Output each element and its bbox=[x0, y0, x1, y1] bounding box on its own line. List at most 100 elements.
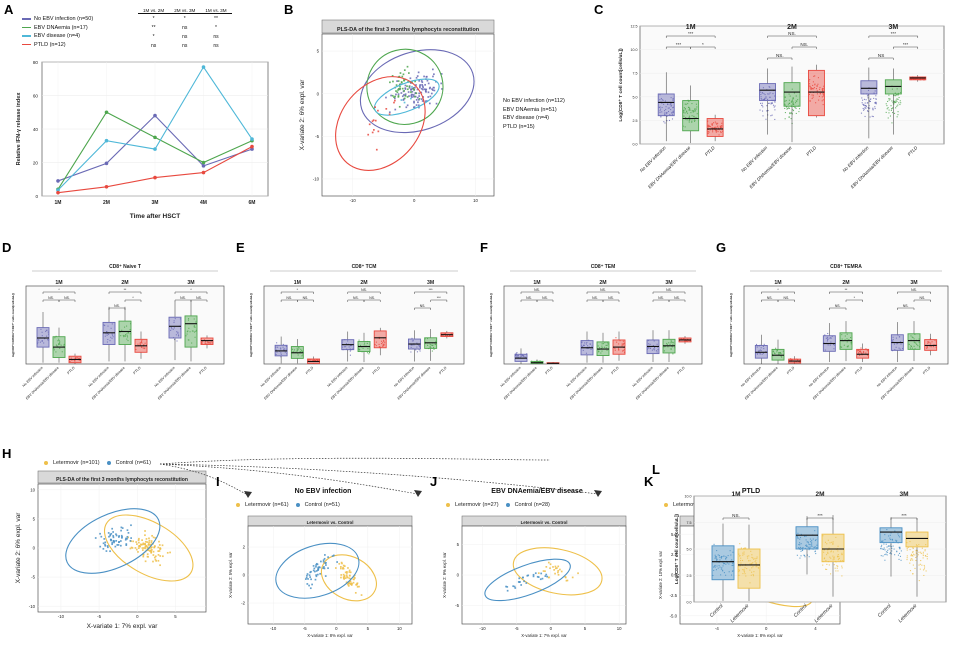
legend-label: Letermovir (n=101) bbox=[53, 460, 100, 466]
svg-text:*: * bbox=[132, 296, 134, 300]
panel-a-significance-table: 1M vs. 2M 2M vs. 3M 1M vs. 3M * * ** ** ns * * ns n… bbox=[138, 8, 232, 51]
legend-label: EBV disease (n=4) bbox=[34, 33, 81, 39]
svg-text:***: *** bbox=[891, 31, 897, 36]
svg-text:-5: -5 bbox=[97, 614, 101, 619]
svg-text:1M: 1M bbox=[731, 491, 740, 498]
svg-text:5: 5 bbox=[457, 542, 460, 547]
svg-text:EBV DNAemia/EBV disease: EBV DNAemia/EBV disease bbox=[25, 366, 60, 401]
svg-text:NS.: NS. bbox=[776, 53, 784, 58]
svg-text:2M: 2M bbox=[360, 280, 367, 286]
panel-h: H Letermovir (n=101) Control (n=61) PLS-D… bbox=[0, 444, 228, 654]
svg-text:-10: -10 bbox=[58, 614, 65, 619]
panel-a: A No EBV infection (n=50) EBV DNAemia (n=… bbox=[0, 0, 280, 232]
svg-text:2.5: 2.5 bbox=[671, 552, 678, 557]
svg-text:NS.: NS. bbox=[48, 296, 54, 300]
panel-h-plot: PLS-DA of the first 3 months lymphocyts … bbox=[15, 470, 207, 630]
svg-text:0: 0 bbox=[765, 626, 768, 631]
svg-text:CD8⁺ Naive T: CD8⁺ Naive T bbox=[109, 264, 141, 270]
svg-text:PTLD: PTLD bbox=[438, 366, 448, 376]
svg-text:1M: 1M bbox=[533, 280, 540, 286]
svg-text:-10: -10 bbox=[350, 198, 357, 203]
svg-text:3M: 3M bbox=[187, 280, 194, 286]
svg-text:0: 0 bbox=[136, 614, 139, 619]
svg-text:0: 0 bbox=[35, 194, 38, 199]
svg-text:NS.: NS. bbox=[732, 513, 740, 518]
legend-swatch-icon bbox=[22, 43, 31, 46]
svg-text:1M: 1M bbox=[55, 200, 62, 206]
legend-label: Control (n=28) bbox=[514, 502, 550, 508]
svg-text:2M: 2M bbox=[815, 491, 824, 498]
legend-item: EBV disease (n=4) bbox=[22, 33, 93, 39]
legend-item: EBV disease (n=4) bbox=[500, 115, 565, 121]
svg-text:5: 5 bbox=[174, 614, 177, 619]
svg-text:Log(CD8⁺ T cell count[cells/uL: Log(CD8⁺ T cell count[cells/uL]) bbox=[618, 48, 624, 122]
panel-f: F CD8⁺ TEM NS. NS. NS. NS. NS. NS. NS. NS. NS. 1M N… bbox=[478, 240, 714, 440]
svg-text:EBV DNAemia/EBV disease: EBV DNAemia/EBV disease bbox=[635, 366, 670, 401]
svg-text:PTLD: PTLD bbox=[676, 366, 686, 376]
svg-text:Time after HSCT: Time after HSCT bbox=[130, 213, 180, 220]
svg-text:Letermovir: Letermovir bbox=[813, 603, 834, 624]
legend-swatch-icon bbox=[22, 18, 31, 20]
svg-text:1M: 1M bbox=[294, 280, 301, 286]
svg-text:***: *** bbox=[429, 288, 434, 292]
svg-text:EBV DNAemia/EBV disease: EBV DNAemia/EBV disease bbox=[812, 366, 847, 401]
legend-swatch-icon bbox=[295, 503, 300, 507]
svg-text:10: 10 bbox=[30, 487, 35, 492]
sig-cell: ns bbox=[182, 24, 188, 31]
svg-text:-5: -5 bbox=[303, 626, 307, 631]
panel-d: D CD8⁺ Naive T * NS. NS. ** * NS. * NS. NS. 1M No E… bbox=[0, 240, 236, 440]
panel-b-legend: No EBV infection (n=112) EBV DNAemia (n=5… bbox=[500, 98, 565, 130]
svg-text:EBV DNAemia/EBV disease: EBV DNAemia/EBV disease bbox=[744, 366, 779, 401]
svg-text:NS.: NS. bbox=[420, 304, 426, 308]
svg-text:log(CD8⁺CD45RA⁺CD27⁻ cells cou: log(CD8⁺CD45RA⁺CD27⁻ cells count[cells/u… bbox=[729, 293, 733, 357]
panel-h-label: H bbox=[2, 446, 12, 461]
svg-text:Letermovir: Letermovir bbox=[897, 603, 918, 624]
svg-text:2.5: 2.5 bbox=[687, 574, 692, 578]
svg-text:NS.: NS. bbox=[303, 296, 309, 300]
svg-text:EBV DNAemia/EBV disease: EBV DNAemia/EBV disease bbox=[880, 366, 915, 401]
panel-d-label: D bbox=[2, 240, 12, 255]
svg-text:EBV DNAemia/EBV disease: EBV DNAemia/EBV disease bbox=[330, 366, 365, 401]
svg-text:log(CD8⁺CD45RA⁺CD27⁺ cells cou: log(CD8⁺CD45RA⁺CD27⁺ cells count[cells/u… bbox=[11, 293, 15, 357]
panel-i: I No EBV infection Letermovir (n=61) Cont… bbox=[214, 472, 432, 654]
sig-cell: ns bbox=[182, 43, 188, 50]
svg-text:5.0: 5.0 bbox=[687, 548, 692, 552]
panel-l: L 0.0 2.5 5.0 7.5 10.0 NS. *** *** 1M Control Lete… bbox=[650, 462, 960, 654]
svg-text:EBV DNAemia/EBV disease: EBV DNAemia/EBV disease bbox=[850, 145, 895, 190]
sig-cell: * bbox=[214, 24, 217, 31]
svg-text:CD8⁺ TEMRA: CD8⁺ TEMRA bbox=[830, 264, 862, 270]
svg-text:*: * bbox=[297, 288, 299, 292]
legend-label: Letermovir (n=27) bbox=[455, 502, 499, 508]
svg-text:NS.: NS. bbox=[835, 304, 841, 308]
svg-text:EBV DNAemia/EBV disease: EBV DNAemia/EBV disease bbox=[397, 366, 432, 401]
sig-cell: ** bbox=[151, 24, 156, 31]
svg-text:PTLD: PTLD bbox=[198, 366, 208, 376]
svg-text:-4: -4 bbox=[715, 626, 719, 631]
sig-cell: * bbox=[183, 15, 186, 22]
svg-text:0.0: 0.0 bbox=[633, 143, 638, 147]
panel-c-plot: 0.02.55.07.510.012.5****** *NS.NS.NS.****… bbox=[618, 24, 945, 190]
legend-label: EBV DNAemia (n=51) bbox=[503, 106, 557, 113]
svg-text:10: 10 bbox=[473, 198, 478, 203]
svg-text:NS.: NS. bbox=[534, 288, 540, 292]
svg-text:PTLD: PTLD bbox=[704, 145, 716, 157]
sig-col-header: 1M vs. 3M bbox=[200, 8, 232, 14]
svg-text:5: 5 bbox=[584, 626, 587, 631]
svg-text:NS.: NS. bbox=[920, 296, 926, 300]
svg-text:NS.: NS. bbox=[600, 288, 606, 292]
svg-text:5: 5 bbox=[317, 49, 320, 54]
svg-text:PTLD: PTLD bbox=[805, 145, 817, 157]
panel-i-legend: Letermovir (n=61) Control (n=51) bbox=[236, 502, 340, 508]
panel-j-title: EBV DNAemia/EBV disease bbox=[491, 488, 583, 495]
svg-text:-5: -5 bbox=[515, 626, 519, 631]
svg-text:EBV DNAemia/EBV disease: EBV DNAemia/EBV disease bbox=[503, 366, 538, 401]
svg-text:Control: Control bbox=[709, 603, 725, 619]
svg-text:X-variate 2: 5% expl. var: X-variate 2: 5% expl. var bbox=[228, 552, 233, 598]
panel-a-legend: No EBV infection (n=50) EBV DNAemia (n=17… bbox=[22, 16, 93, 48]
svg-text:-2.5: -2.5 bbox=[670, 593, 678, 598]
svg-text:Control: Control bbox=[877, 603, 893, 619]
svg-text:-10: -10 bbox=[479, 626, 486, 631]
svg-text:80: 80 bbox=[33, 60, 39, 65]
svg-text:3M: 3M bbox=[665, 280, 672, 286]
svg-text:NS.: NS. bbox=[788, 31, 796, 36]
